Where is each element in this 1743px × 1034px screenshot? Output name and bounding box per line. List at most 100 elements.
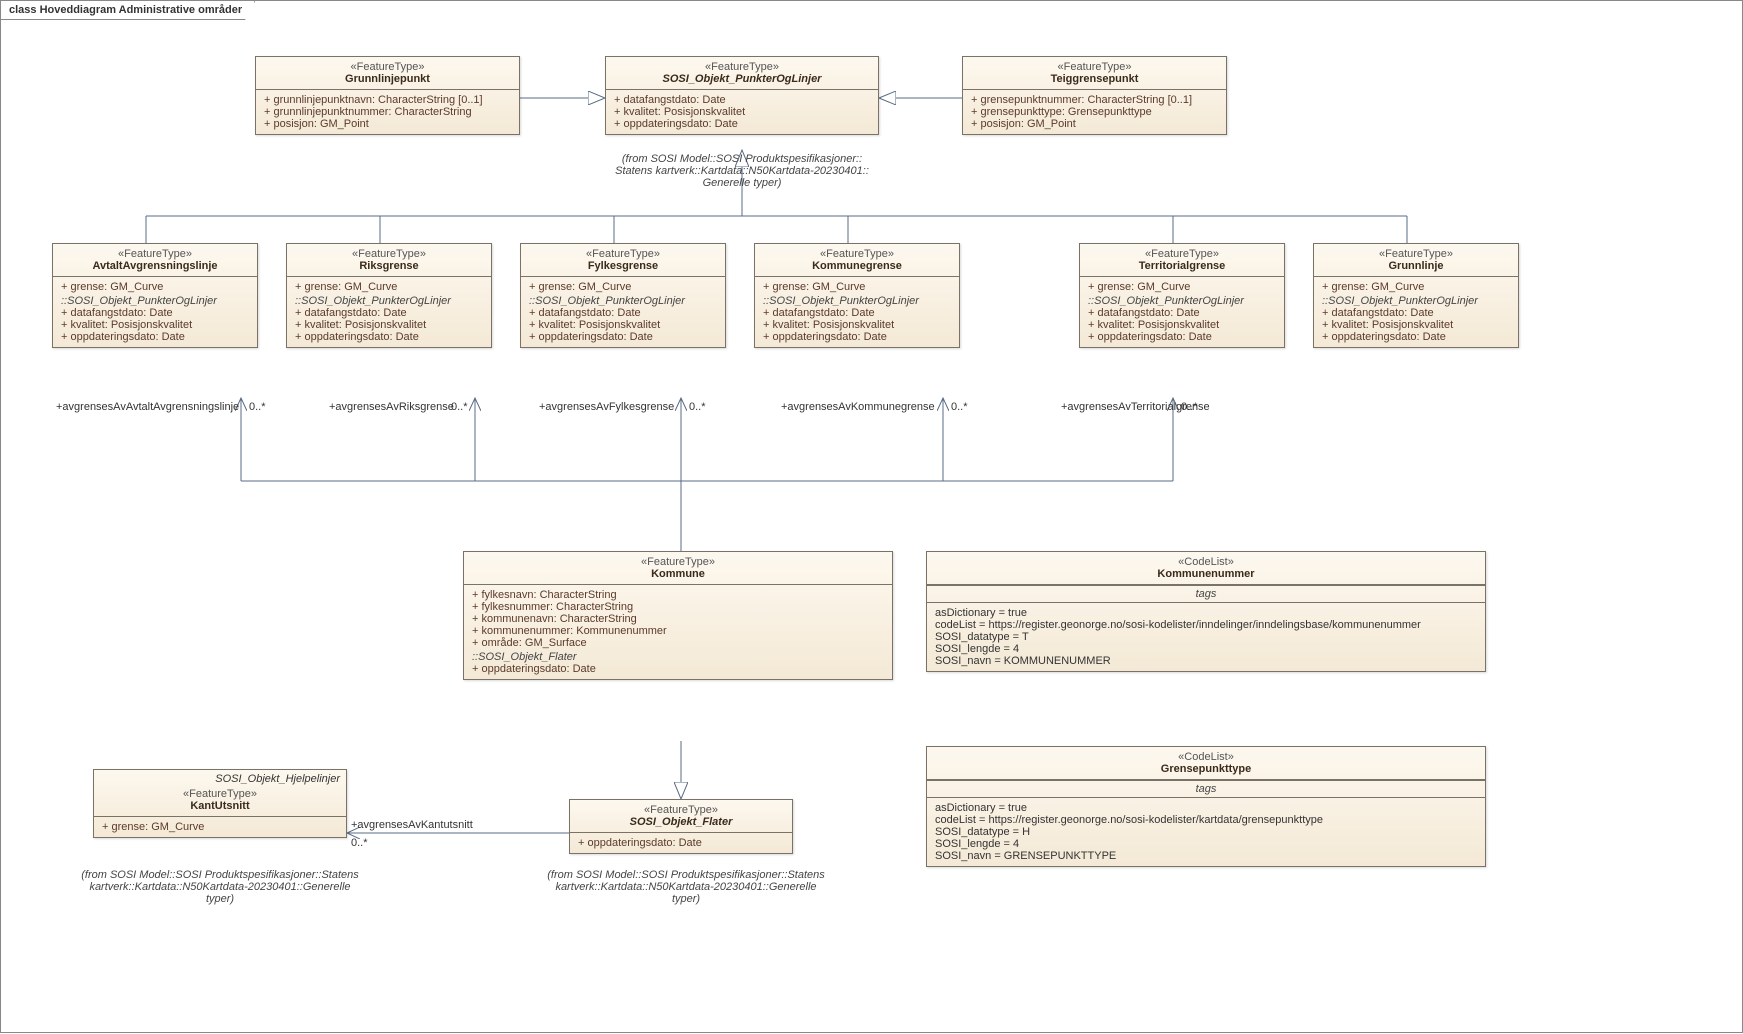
stereotype: «CodeList» (933, 751, 1479, 763)
attr: + datafangstdato: Date (529, 307, 717, 319)
attr: + kommunenavn: CharacterString (472, 613, 884, 625)
attr: + grense: GM_Curve (61, 281, 249, 293)
class-name: KantUtsnitt (100, 800, 340, 812)
attr: + oppdateringsdato: Date (295, 331, 483, 343)
attr: + kvalitet: Posisjonskvalitet (763, 319, 951, 331)
class-name: Grunnlinje (1320, 260, 1512, 272)
attr: + kvalitet: Posisjonskvalitet (529, 319, 717, 331)
tag: codeList = https://register.geonorge.no/… (935, 619, 1477, 631)
attr: + fylkesnavn: CharacterString (472, 589, 884, 601)
tag: SOSI_lengde = 4 (935, 643, 1477, 655)
stereotype: «FeatureType» (262, 61, 513, 73)
attr: + grensepunktnummer: CharacterString [0.… (971, 94, 1218, 106)
attr: + oppdateringsdato: Date (614, 118, 870, 130)
class-name: Teiggrensepunkt (969, 73, 1220, 85)
class-fylkesgrense: «FeatureType» Fylkesgrense + grense: GM_… (520, 243, 726, 348)
stereotype: «CodeList» (933, 556, 1479, 568)
class-kommune: «FeatureType» Kommune + fylkesnavn: Char… (463, 551, 893, 680)
attr: + grensepunkttype: Grensepunkttype (971, 106, 1218, 118)
stereotype: «FeatureType» (576, 804, 786, 816)
note-sosi-pol: (from SOSI Model::SOSI Produktspesifikas… (601, 153, 883, 189)
attr: + oppdateringsdato: Date (763, 331, 951, 343)
mult: 0..* (451, 401, 468, 413)
attr: + oppdateringsdato: Date (1322, 331, 1510, 343)
class-kommunegrense: «FeatureType» Kommunegrense + grense: GM… (754, 243, 960, 348)
attr-sep: ::SOSI_Objekt_PunkterOgLinjer (763, 295, 951, 307)
attr: + område: GM_Surface (472, 637, 884, 649)
class-name: Fylkesgrense (527, 260, 719, 272)
tag: asDictionary = true (935, 607, 1477, 619)
assoc-avtalt: +avgrensesAvAvtaltAvgrensningslinje (56, 401, 239, 413)
attr-sep: ::SOSI_Objekt_Flater (472, 651, 884, 663)
class-sosi-punkteroglinjer: «FeatureType» SOSI_Objekt_PunkterOgLinje… (605, 56, 879, 135)
attr: + oppdateringsdato: Date (529, 331, 717, 343)
assoc-riks: +avgrensesAvRiksgrense (329, 401, 454, 413)
class-grunnlinjepunkt: «FeatureType» Grunnlinjepunkt + grunnlin… (255, 56, 520, 135)
stereotype: «FeatureType» (470, 556, 886, 568)
class-name: Grunnlinjepunkt (262, 73, 513, 85)
class-name: Territorialgrense (1086, 260, 1278, 272)
attr: + datafangstdato: Date (1322, 307, 1510, 319)
class-territorialgrense: «FeatureType» Territorialgrense + grense… (1079, 243, 1285, 348)
attr: + grense: GM_Curve (295, 281, 483, 293)
stereotype: «FeatureType» (59, 248, 251, 260)
attr: + grunnlinjepunktnummer: CharacterString (264, 106, 511, 118)
attr: + grense: GM_Curve (1322, 281, 1510, 293)
attr-sep: ::SOSI_Objekt_PunkterOgLinjer (1322, 295, 1510, 307)
attr: + oppdateringsdato: Date (578, 837, 784, 849)
class-name: Grensepunkttype (933, 763, 1479, 775)
attr: + kvalitet: Posisjonskvalitet (295, 319, 483, 331)
class-name: SOSI_Objekt_Flater (576, 816, 786, 828)
class-grunnlinje: «FeatureType» Grunnlinje + grense: GM_Cu… (1313, 243, 1519, 348)
attr-sep: ::SOSI_Objekt_PunkterOgLinjer (529, 295, 717, 307)
attr: + datafangstdato: Date (763, 307, 951, 319)
attr: + kvalitet: Posisjonskvalitet (61, 319, 249, 331)
stereotype: «FeatureType» (1320, 248, 1512, 260)
tag: asDictionary = true (935, 802, 1477, 814)
attr: + datafangstdato: Date (295, 307, 483, 319)
attr: + kvalitet: Posisjonskvalitet (1322, 319, 1510, 331)
stereotype: «FeatureType» (100, 788, 340, 800)
diagram-frame: class Hoveddiagram Administrative område… (0, 0, 1743, 1033)
stereotype: «FeatureType» (761, 248, 953, 260)
tag: SOSI_datatype = T (935, 631, 1477, 643)
attr: + oppdateringsdato: Date (472, 663, 884, 675)
attr-sep: ::SOSI_Objekt_PunkterOgLinjer (1088, 295, 1276, 307)
tag: SOSI_datatype = H (935, 826, 1477, 838)
class-name: Kommunegrense (761, 260, 953, 272)
tags-header: tags (927, 585, 1485, 603)
attr: + kommunenummer: Kommunenummer (472, 625, 884, 637)
attr: + datafangstdato: Date (1088, 307, 1276, 319)
class-name: SOSI_Objekt_PunkterOgLinjer (612, 73, 872, 85)
attr: + kvalitet: Posisjonskvalitet (1088, 319, 1276, 331)
tag: SOSI_lengde = 4 (935, 838, 1477, 850)
mult: 0..* (249, 401, 266, 413)
note-kant: (from SOSI Model::SOSI Produktspesifikas… (75, 869, 365, 905)
tag: codeList = https://register.geonorge.no/… (935, 814, 1477, 826)
class-name: Kommunenummer (933, 568, 1479, 580)
attr: + posisjon: GM_Point (264, 118, 511, 130)
attr: + datafangstdato: Date (614, 94, 870, 106)
attr: + grense: GM_Curve (763, 281, 951, 293)
frame-label: SOSI_Objekt_Hjelpelinjer (215, 773, 340, 785)
attr: + grense: GM_Curve (102, 821, 338, 833)
attr: + grense: GM_Curve (529, 281, 717, 293)
class-kantutsnitt: SOSI_Objekt_Hjelpelinjer «FeatureType» K… (93, 769, 347, 838)
attr: + grense: GM_Curve (1088, 281, 1276, 293)
attr-sep: ::SOSI_Objekt_PunkterOgLinjer (61, 295, 249, 307)
stereotype: «FeatureType» (969, 61, 1220, 73)
class-name: AvtaltAvgrensningslinje (59, 260, 251, 272)
note-flater: (from SOSI Model::SOSI Produktspesifikas… (541, 869, 831, 905)
class-teiggrensepunkt: «FeatureType» Teiggrensepunkt + grensepu… (962, 56, 1227, 135)
class-avtalt: «FeatureType» AvtaltAvgrensningslinje + … (52, 243, 258, 348)
attr: + kvalitet: Posisjonskvalitet (614, 106, 870, 118)
mult: 0..* (951, 401, 968, 413)
tag: SOSI_navn = KOMMUNENUMMER (935, 655, 1477, 667)
class-sosi-flater: «FeatureType» SOSI_Objekt_Flater + oppda… (569, 799, 793, 854)
assoc-komm: +avgrensesAvKommunegrense (781, 401, 935, 413)
attr: + grunnlinjepunktnavn: CharacterString [… (264, 94, 511, 106)
stereotype: «FeatureType» (1086, 248, 1278, 260)
codelist-grensepunkttype: «CodeList» Grensepunkttype tags asDictio… (926, 746, 1486, 867)
attr-sep: ::SOSI_Objekt_PunkterOgLinjer (295, 295, 483, 307)
stereotype: «FeatureType» (527, 248, 719, 260)
